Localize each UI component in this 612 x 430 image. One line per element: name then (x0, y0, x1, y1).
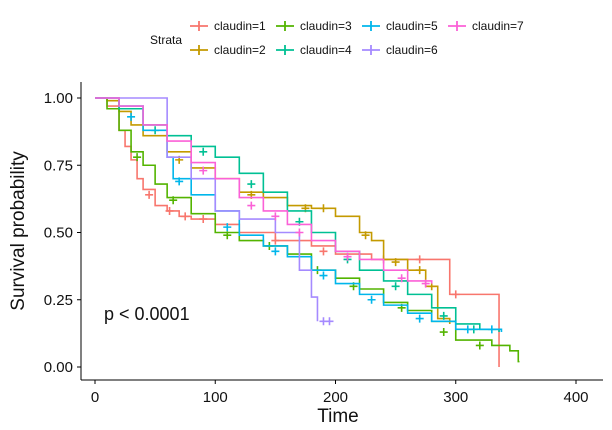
survival-curve (95, 97, 319, 322)
censor-mark (271, 247, 280, 256)
x-tick-label: 200 (323, 389, 348, 406)
censor-mark (181, 212, 190, 221)
censor-mark (415, 314, 424, 323)
y-tick-label: 1.00 (44, 90, 73, 107)
series-claudin-7 (95, 97, 433, 288)
censor-mark (439, 328, 448, 337)
censor-mark (199, 215, 208, 224)
legend-key (190, 21, 208, 31)
legend-label: claudin=5 (386, 19, 438, 33)
censor-mark (475, 341, 484, 350)
p-value-annotation: p < 0.0001 (104, 304, 190, 324)
censor-mark (391, 282, 400, 291)
censor-mark (271, 236, 280, 245)
legend-key (190, 45, 208, 55)
y-axis-title: Survival probability (8, 151, 29, 311)
y-tick-label: 0.75 (44, 157, 73, 174)
y-tick-label: 0.25 (44, 292, 73, 309)
censor-mark (295, 228, 304, 237)
legend-item: claudin=6 (362, 43, 438, 57)
legend-title: Strata (150, 33, 182, 47)
legend-label: claudin=2 (214, 43, 266, 57)
censor-mark (391, 258, 400, 267)
legend-key (276, 45, 294, 55)
series-claudin-6 (95, 97, 334, 326)
censor-mark (145, 190, 154, 199)
x-tick-label: 400 (563, 389, 588, 406)
legend-label: claudin=1 (214, 19, 266, 33)
censor-mark (223, 223, 232, 232)
plot-area (95, 97, 520, 367)
censor-mark (439, 311, 448, 320)
censor-mark (487, 325, 496, 334)
legend: Strata claudin=1 claudin=2 claudin=3 claudi… (150, 19, 524, 57)
legend-item: claudin=2 (190, 43, 266, 57)
legend-key (448, 21, 466, 31)
censor-mark (127, 112, 136, 121)
legend-key (276, 21, 294, 31)
censor-mark (319, 247, 328, 256)
censor-mark (427, 282, 436, 291)
censor-mark (451, 290, 460, 299)
survival-curve (95, 97, 500, 367)
x-axis-title: Time (317, 406, 359, 427)
censor-mark (165, 206, 174, 215)
censor-mark (397, 274, 406, 283)
axes: 0 100 200 300 400 0.00 0.25 0.50 0.75 1.00 (44, 82, 603, 406)
censor-mark (223, 231, 232, 240)
legend-item: claudin=4 (276, 43, 352, 57)
censor-mark (133, 153, 142, 162)
censor-mark (463, 325, 472, 334)
legend-item: claudin=3 (276, 19, 352, 33)
legend-item: claudin=7 (448, 19, 524, 33)
censor-mark (367, 295, 376, 304)
censor-mark (415, 266, 424, 275)
censor-mark (247, 180, 256, 189)
censor-mark (175, 177, 184, 186)
x-tick-label: 100 (203, 389, 228, 406)
legend-label: claudin=3 (300, 19, 352, 33)
censor-mark (415, 255, 424, 264)
survival-curve (95, 97, 503, 333)
x-tick-label: 0 (91, 389, 99, 406)
censor-mark (199, 166, 208, 175)
legend-label: claudin=4 (300, 43, 352, 57)
censor-mark (319, 204, 328, 213)
series-claudin-5 (95, 97, 503, 334)
censor-mark (421, 279, 430, 288)
censor-mark (271, 212, 280, 221)
legend-label: claudin=7 (472, 19, 524, 33)
censor-mark (325, 317, 334, 326)
censor-mark (247, 201, 256, 210)
legend-key (362, 45, 380, 55)
censor-mark (361, 231, 370, 240)
legend-item: claudin=1 (190, 19, 266, 33)
survival-curve (95, 97, 433, 284)
legend-item: claudin=5 (362, 19, 438, 33)
y-tick-label: 0.50 (44, 225, 73, 242)
censor-mark (343, 252, 352, 261)
censor-mark (199, 147, 208, 156)
legend-key (362, 21, 380, 31)
censor-mark (169, 196, 178, 205)
y-tick-label: 0.00 (44, 359, 73, 376)
x-tick-label: 300 (443, 389, 468, 406)
legend-label: claudin=6 (386, 43, 438, 57)
censor-mark (319, 271, 328, 280)
